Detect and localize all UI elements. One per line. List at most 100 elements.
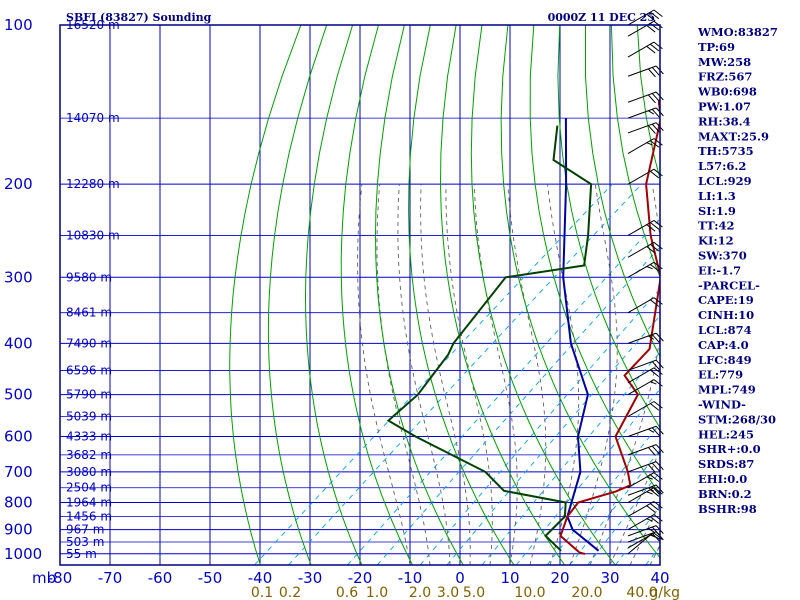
wind-barb-staff [627,534,652,555]
wind-barb-feather [651,123,660,133]
wind-barb-feather [651,427,660,437]
wind-barb-feather [646,45,656,54]
temperature-tick-label: -30 [298,569,323,587]
stability-index-line: L57:6.2 [698,159,746,173]
wind-barb-feather [651,108,660,118]
dry-adiabat [304,25,363,565]
mixing-ratio-line [587,471,660,565]
wind-barb-feather [646,518,653,522]
wind-barb-staff [627,472,655,489]
wind-barb [627,297,663,314]
wind-barb-feather [650,503,660,511]
wind-barb-feather [648,487,655,492]
wind-barb-feather [646,476,653,480]
stability-index-line: BRN:0.2 [698,487,752,501]
wind-barb-staff [627,425,657,437]
wind-barb-feather [653,401,663,409]
wind-barb-feather [647,447,656,456]
moist-adiabat [357,184,411,565]
stability-index-line: WB0:698 [697,85,757,99]
pressure-tick-label: 100 [4,16,33,34]
wind-barb-staff [627,444,657,456]
temperature-tick-label: -40 [248,569,273,587]
dry-adiabat [529,25,660,496]
wind-barb-staff [627,297,655,314]
mixing-ratio-line [446,315,660,565]
wind-barb [627,487,663,503]
height-label: 1964 m [66,496,112,510]
wind-barb-feather [650,474,660,482]
pressure-unit-label: mb [32,569,56,587]
stability-index-line: TH:5735 [698,144,754,158]
temperature-tick-label: -50 [198,569,223,587]
wind-barb-feather [648,335,655,340]
wind-barb-feather [653,138,663,146]
mixing-ratio-tick-label: 20.0 [571,585,602,600]
wind-barb [627,367,663,384]
wind-barbs [627,9,664,555]
dry-adiabat [610,25,660,279]
wind-barb-feather [646,491,653,495]
wind-barb-feather [648,110,655,115]
temperature-tick-label: 0 [455,569,465,587]
wind-barb [627,9,663,26]
wind-barb-feather [653,514,663,522]
wind-barb-staff [627,65,657,77]
stability-index-line: -WIND- [698,398,746,412]
stability-index-line: MW:258 [698,55,751,69]
dry-adiabat [408,25,515,565]
stability-index-line: LFC:849 [698,353,752,367]
wind-barb-staff [627,168,655,185]
stability-index-line: -PARCEL- [698,278,760,292]
stability-index-line: STM:268/30 [698,412,776,426]
wind-barb [627,91,664,104]
mixing-ratio-unit-label: g/kg [649,585,680,600]
height-label: 503 m [66,535,104,549]
height-label: 4333 m [66,429,112,443]
moist-adiabat [569,184,618,565]
wind-barb-staff [627,261,655,278]
stability-index-line: TT:42 [698,219,735,233]
wind-barb [627,401,663,417]
wind-barb-feather [651,462,660,472]
wind-barb-feather [651,486,660,495]
wind-barb-feather [646,246,656,254]
height-label: 3682 m [66,448,112,462]
wind-barb-feather [651,526,660,536]
temperature-tick-label: 20 [550,569,569,587]
wind-barb [627,261,663,278]
wind-barb-feather [650,516,660,524]
mixing-ratio-line [376,246,660,565]
wind-barb-feather [653,472,663,480]
dry-adiabats [229,25,800,565]
wind-barb [627,41,663,58]
mixing-ratio-tick-label: 2.0 [409,585,431,600]
wind-barb-staff [627,332,657,344]
time-label: 0000Z 11 DEC 25 [548,11,655,24]
station-title: SBFI (83827) Sounding [66,11,212,24]
mixing-ratio-tick-label: 10.0 [514,585,545,600]
wind-barb-feather [648,428,655,433]
wind-barb-feather [646,266,653,270]
wind-barb-feather [650,222,660,230]
mixing-ratio-line [515,388,660,565]
stability-index-line: MPL:749 [698,383,756,397]
wind-barb-feather [647,125,656,134]
height-label: 14070 m [66,111,120,125]
mixing-ratio-line [546,423,660,565]
mixing-ratio-line [347,218,660,565]
mixing-ratio-tick-label: 0.1 [251,585,273,600]
sounding-traces [386,97,660,555]
dry-adiabat [793,25,800,565]
wind-barb [627,379,663,396]
wind-barb-feather [653,261,663,270]
stability-index-line: SI:1.9 [698,204,736,218]
wind-barb-feather [647,68,656,78]
wind-barb-feather [653,9,663,18]
stability-index-line: KI:12 [698,234,734,248]
wind-barb-staff [627,487,655,503]
wind-barb-feather [650,244,660,252]
wind-barb-staff [627,91,657,103]
dry-adiabat [267,25,328,565]
